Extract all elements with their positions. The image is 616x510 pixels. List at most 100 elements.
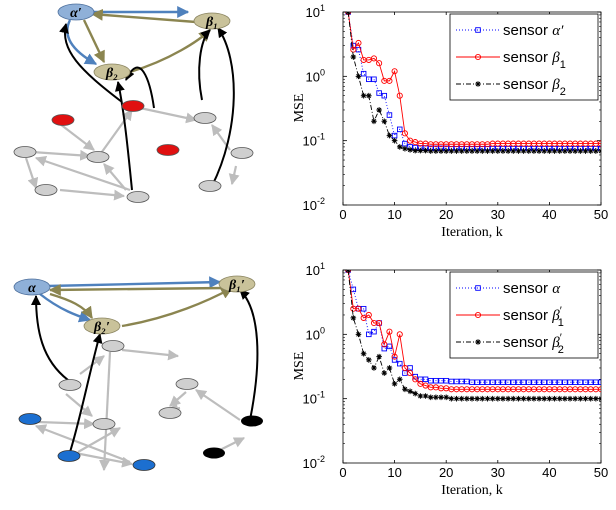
gray-edge — [98, 109, 133, 157]
data-point — [376, 319, 383, 327]
data-point — [350, 315, 357, 321]
data-point — [386, 328, 393, 335]
series-2 — [345, 12, 601, 148]
data-point — [360, 314, 367, 321]
alpha-node-label: α′ — [70, 6, 82, 21]
data-point — [438, 377, 444, 384]
data-point — [453, 148, 460, 154]
data-point — [381, 370, 388, 376]
gray-nodes — [58, 340, 199, 430]
gray-edge — [139, 106, 198, 124]
data-point — [598, 148, 601, 154]
legend-marker — [475, 81, 481, 87]
data-point — [469, 379, 475, 385]
gray-edge — [59, 123, 95, 151]
x-tick-label: 40 — [542, 207, 556, 222]
data-point — [551, 148, 558, 154]
data-point — [370, 55, 378, 62]
data-point — [366, 92, 372, 99]
black-edge — [69, 333, 103, 453]
data-point — [391, 137, 398, 144]
gray-node — [92, 418, 116, 430]
data-point — [479, 395, 486, 402]
data-point — [391, 381, 398, 387]
data-point — [500, 395, 506, 402]
olive-edge — [82, 19, 106, 64]
blue-node — [18, 413, 42, 425]
data-point — [366, 357, 372, 363]
data-point — [500, 148, 506, 154]
data-point — [412, 390, 419, 397]
gray-node — [193, 112, 217, 124]
gray-node — [86, 151, 110, 163]
data-point — [587, 395, 594, 402]
data-point — [371, 118, 377, 125]
legend: sensor α′ sensor β1 sensor β2 — [449, 13, 599, 101]
blue-node — [57, 450, 81, 462]
data-point — [433, 148, 439, 154]
data-point — [505, 395, 511, 402]
gray-node — [58, 379, 82, 391]
data-point — [562, 379, 568, 385]
data-point — [474, 148, 480, 154]
data-point — [422, 382, 429, 389]
alpha-node — [57, 3, 95, 21]
x-tick-label: 10 — [387, 465, 401, 480]
data-point — [345, 12, 351, 15]
data-point — [422, 147, 429, 154]
series-3 — [345, 12, 601, 154]
black-edge — [114, 81, 133, 191]
data-point — [427, 394, 434, 401]
data-point — [350, 54, 357, 60]
data-point — [464, 148, 470, 154]
data-point — [376, 107, 382, 113]
data-point — [484, 379, 491, 385]
legend-label: sensor β2 — [503, 76, 566, 98]
legend-marker — [474, 53, 482, 61]
data-point — [526, 379, 532, 385]
data-point — [531, 148, 537, 154]
data-point — [598, 145, 601, 152]
data-point — [448, 395, 455, 402]
legend-label: sensor β1 — [503, 49, 566, 71]
legend-label: sensor α — [503, 280, 561, 297]
data-point — [355, 39, 362, 47]
black-edge — [198, 29, 211, 101]
gray-node — [13, 146, 37, 158]
data-point — [495, 148, 501, 154]
data-point — [562, 395, 568, 402]
y-axis-label: MSE — [292, 94, 307, 123]
olive-edge — [121, 286, 234, 328]
gray-edge — [103, 163, 127, 191]
x-tick-label: 30 — [491, 207, 505, 222]
y-axis-label: MSE — [292, 352, 307, 381]
data-point — [412, 147, 419, 154]
alpha-node — [13, 278, 51, 296]
data-point — [371, 365, 377, 371]
gray-node — [198, 180, 222, 192]
black-edge — [59, 23, 123, 103]
data-point — [479, 148, 486, 154]
data-point — [520, 379, 527, 385]
x-axis-label: Iteration, k — [441, 225, 502, 240]
olive-edge — [48, 283, 225, 296]
data-point — [572, 379, 578, 385]
data-point — [381, 118, 388, 125]
data-point — [520, 395, 527, 402]
data-point — [355, 73, 362, 80]
data-point — [587, 379, 594, 385]
blue-edge — [47, 276, 222, 289]
data-point — [572, 148, 578, 154]
data-point — [355, 305, 362, 312]
data-point — [469, 395, 475, 402]
gray-node — [158, 407, 182, 419]
data-point — [448, 378, 455, 385]
gray-edge — [195, 389, 241, 421]
x-tick-label: 10 — [387, 207, 401, 222]
series-3 — [345, 270, 601, 402]
data-point — [582, 379, 589, 385]
data-point — [396, 376, 403, 383]
x-tick-label: 20 — [439, 465, 453, 480]
data-point — [427, 148, 434, 154]
data-point — [417, 393, 424, 399]
